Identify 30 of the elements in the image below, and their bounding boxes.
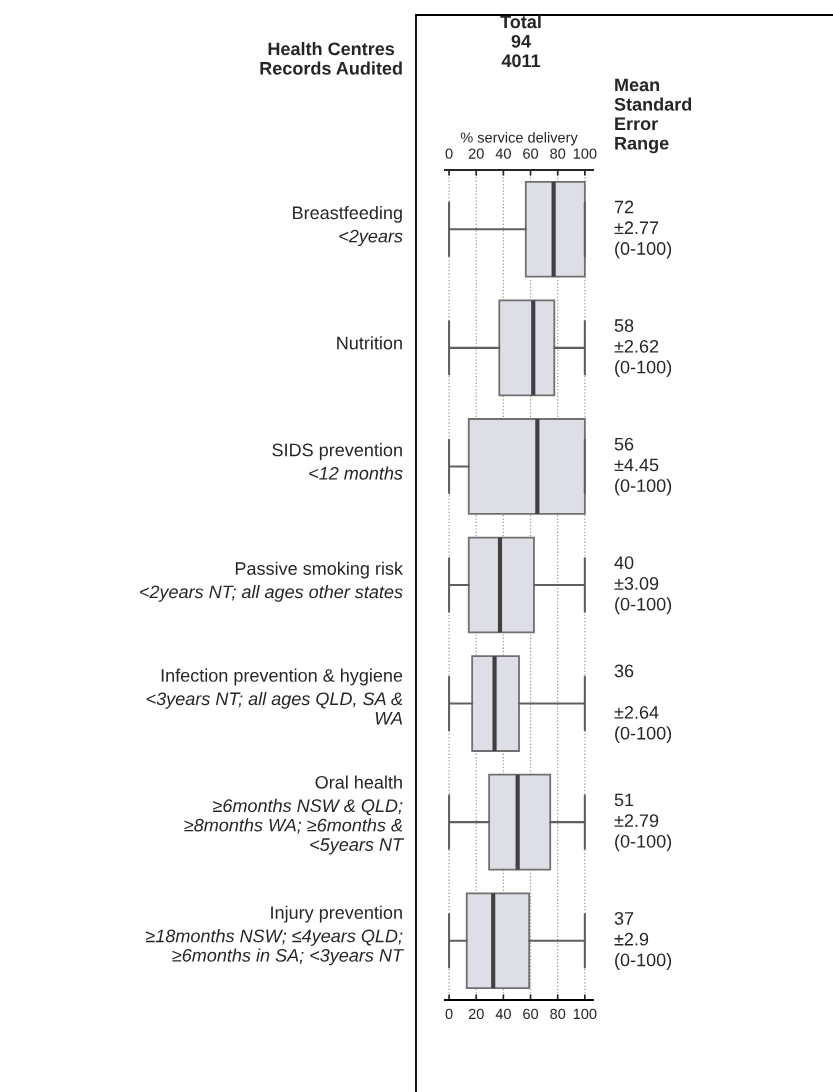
x-tick-label: 0 [445, 148, 453, 159]
y-tick-label: Infection prevention & hygiene <3years NT; all ages QLD, SA & WA [146, 668, 403, 725]
text: Mean Standard Error Range [614, 78, 692, 154]
y-tick-label: Breastfeeding <2years [293, 205, 403, 247]
x-tick-label: 60 [523, 148, 539, 159]
x-tick-label: 100 [573, 148, 597, 159]
y-tick-label: Nutrition [337, 336, 402, 350]
text: Total 94 4011 [500, 15, 541, 68]
x2-tick-label: 40 [495, 1008, 511, 1020]
y-tick-label: SIDS prevention <12 months [272, 443, 403, 480]
y-tick-label: Injury prevention ≥18months NSW; ≤4years QLD; ≥6months in SA; <3years NT [145, 905, 405, 966]
text: 51 ±2.79 (0-100) [614, 793, 672, 852]
x-tick-label: 40 [495, 148, 511, 159]
text: 56 ±4.45 (0-100) [614, 437, 672, 496]
x2-tick-label: 20 [468, 1008, 484, 1020]
text: 58 ±2.62 (0-100) [614, 319, 672, 378]
y-tick-label: Oral health ≥6months NSW & QLD; ≥8months WA; ≥6months & <5years NT [184, 775, 405, 855]
x2-tick-label: 80 [550, 1008, 566, 1020]
x-tick-label: 80 [550, 148, 566, 159]
x2-axis-title: % service delivery [460, 131, 578, 146]
text: 40 ±3.09 (0-100) [614, 556, 672, 615]
x-tick-label: 20 [468, 148, 484, 159]
x2-tick-label: 0 [445, 1008, 453, 1020]
text: 36 ±2.64 (0-100) [614, 664, 672, 744]
x2-tick-label: 60 [523, 1008, 539, 1020]
text: Health Centres Records Audited [260, 42, 402, 75]
text: 72 ±2.77 (0-100) [614, 200, 672, 259]
text: 37 ±2.9 (0-100) [614, 912, 672, 970]
y-tick-label: Passive smoking risk <2years NT; all ages other states [140, 561, 404, 602]
x2-tick-label: 100 [573, 1008, 597, 1020]
